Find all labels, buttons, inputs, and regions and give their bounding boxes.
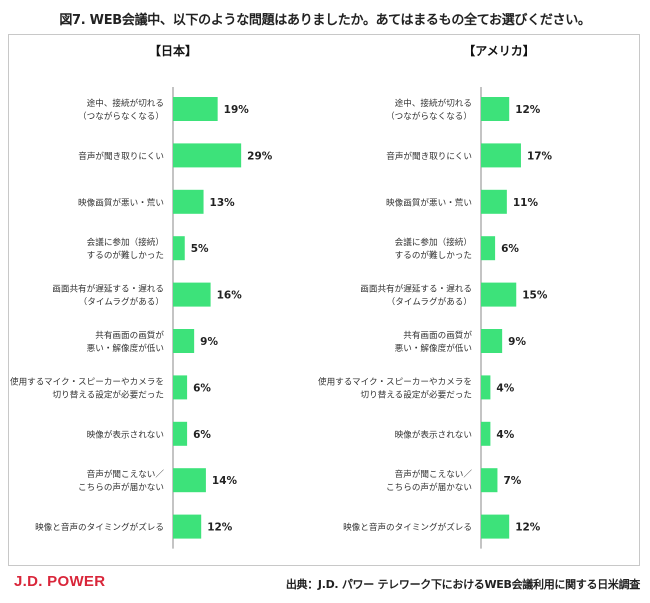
japan-bar <box>173 236 185 261</box>
japan-category-label: 映像が表示されない <box>87 428 164 440</box>
usa-bar <box>481 189 507 214</box>
usa-bar <box>481 375 491 400</box>
japan-category-label: こちらの声が届かない <box>78 481 164 493</box>
usa-bar <box>481 329 503 353</box>
japan-bar <box>173 468 206 493</box>
usa-category-label: 映像と音声のタイミングがズレる <box>343 521 472 533</box>
japan-bar <box>173 282 211 307</box>
usa-bar <box>481 97 510 121</box>
usa-category-label: 切り替える設定が必要だった <box>361 388 472 400</box>
usa-category-label: （タイムラグがある） <box>387 296 472 308</box>
jd-power-logo: J.D. POWER <box>14 573 106 590</box>
japan-category-label: 途中、接続が切れる <box>87 97 164 109</box>
usa-panel-title: 【アメリカ】 <box>463 43 534 58</box>
figure-title: 図7. WEB会議中、以下のような問題はありましたか。あてはまるもの全てお選びく… <box>59 13 591 28</box>
japan-category-label: 画面共有が遅延する・遅れる <box>52 283 164 295</box>
usa-category-label: 画面共有が遅延する・遅れる <box>360 283 472 295</box>
japan-category-label: （タイムラグがある） <box>79 296 164 308</box>
japan-bar <box>173 375 188 400</box>
japan-category-label: 切り替える設定が必要だった <box>53 388 164 400</box>
japan-bar <box>173 329 195 353</box>
japan-data-label: 16% <box>217 290 243 302</box>
japan-category-label: 音声が聞き取りにくい <box>78 150 164 162</box>
usa-bar <box>481 468 498 493</box>
japan-category-label: 会議に参加（接続） <box>87 236 164 248</box>
usa-data-label: 15% <box>522 290 548 302</box>
usa-category-label: 使用するマイク・スピーカーやカメラを <box>318 375 472 387</box>
japan-category-label: 映像画質が悪い・荒い <box>78 196 164 208</box>
usa-bar <box>481 143 521 168</box>
usa-category-label: （つながらなくなる） <box>386 110 472 122</box>
japan-data-label: 9% <box>200 336 218 348</box>
usa-category-label: 映像が表示されない <box>395 428 472 440</box>
usa-bar <box>481 514 510 539</box>
japan-category-label: （つながらなくなる） <box>78 110 164 122</box>
usa-data-label: 6% <box>501 243 519 255</box>
usa-category-label: 悪い・解像度が低い <box>395 342 472 354</box>
usa-category-label: 途中、接続が切れる <box>395 97 472 109</box>
usa-bar <box>481 236 496 261</box>
usa-data-label: 12% <box>515 522 541 534</box>
japan-data-label: 14% <box>212 475 238 487</box>
japan-data-label: 12% <box>207 522 233 534</box>
japan-bar <box>173 421 188 446</box>
source-note: 出典：J.D. パワー テレワーク下におけるWEB会議利用に関する日米調査 <box>285 578 640 591</box>
japan-bar <box>173 189 204 214</box>
usa-category-label: 音声が聞き取りにくい <box>386 150 472 162</box>
japan-category-label: するのが難しかった <box>87 249 164 261</box>
usa-data-label: 11% <box>513 197 539 209</box>
japan-bar <box>173 97 218 121</box>
usa-data-label: 12% <box>515 104 541 116</box>
usa-bar <box>481 421 491 446</box>
japan-bar <box>173 514 202 539</box>
japan-data-label: 6% <box>193 429 211 441</box>
japan-category-label: 映像と音声のタイミングがズレる <box>35 521 164 533</box>
japan-bar <box>173 143 242 168</box>
usa-bar <box>481 282 517 307</box>
japan-category-label: 使用するマイク・スピーカーやカメラを <box>10 375 164 387</box>
usa-category-label: 映像画質が悪い・荒い <box>386 196 472 208</box>
japan-category-label: 悪い・解像度が低い <box>87 342 164 354</box>
japan-data-label: 13% <box>210 197 236 209</box>
japan-data-label: 29% <box>247 150 273 162</box>
usa-data-label: 17% <box>527 150 553 162</box>
usa-category-label: 共有画面の画質が <box>403 329 472 341</box>
usa-data-label: 4% <box>496 382 514 394</box>
japan-data-label: 19% <box>224 104 250 116</box>
usa-category-label: 音声が聞こえない／ <box>395 468 473 480</box>
japan-category-label: 共有画面の画質が <box>95 329 164 341</box>
japan-data-label: 6% <box>193 382 211 394</box>
usa-data-label: 4% <box>496 429 514 441</box>
japan-panel-title: 【日本】 <box>149 43 197 58</box>
usa-category-label: 会議に参加（接続） <box>395 236 472 248</box>
japan-data-label: 5% <box>191 243 209 255</box>
usa-data-label: 7% <box>503 475 521 487</box>
usa-category-label: するのが難しかった <box>395 249 472 261</box>
chart-frame <box>8 34 640 566</box>
usa-category-label: こちらの声が届かない <box>386 481 472 493</box>
japan-category-label: 音声が聞こえない／ <box>87 468 165 480</box>
usa-data-label: 9% <box>508 336 526 348</box>
